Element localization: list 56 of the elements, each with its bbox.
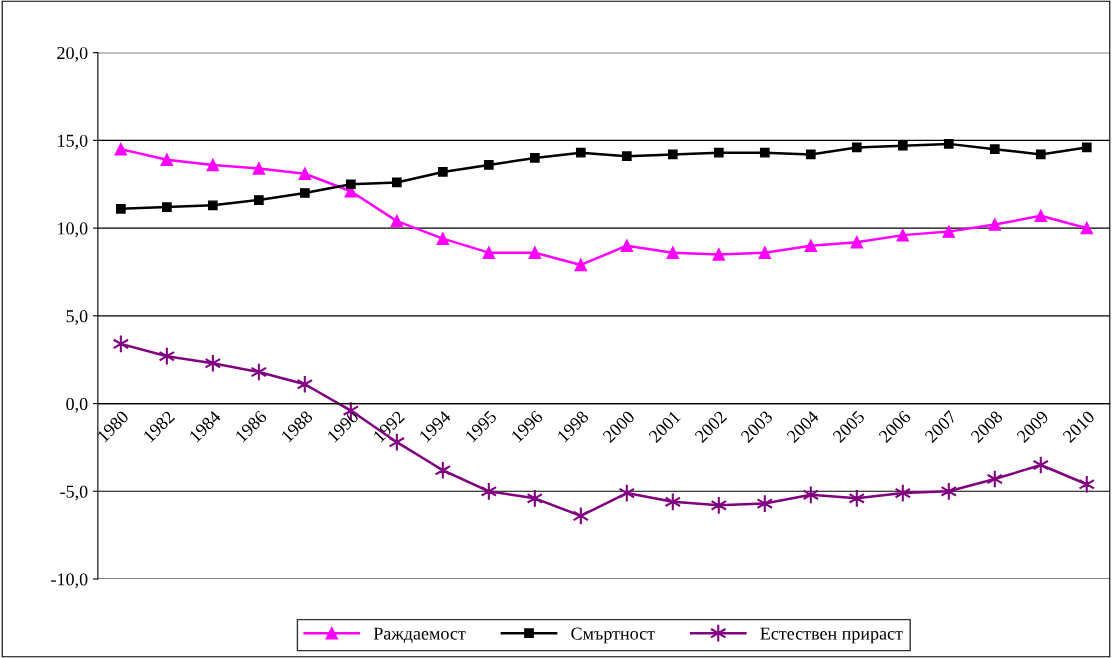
point bbox=[115, 203, 126, 214]
point bbox=[897, 140, 908, 151]
point bbox=[666, 246, 680, 259]
point bbox=[114, 142, 128, 156]
point bbox=[434, 460, 452, 480]
point bbox=[437, 167, 448, 177]
point bbox=[667, 149, 678, 160]
point bbox=[206, 158, 220, 172]
point bbox=[160, 153, 174, 166]
point bbox=[1081, 142, 1092, 153]
x-tick-label: 1990 bbox=[326, 409, 360, 443]
point bbox=[851, 142, 862, 153]
point bbox=[482, 246, 496, 259]
point bbox=[1080, 221, 1094, 235]
point bbox=[253, 195, 264, 205]
y-tick-label: 20,0 bbox=[57, 46, 88, 62]
point bbox=[804, 239, 818, 252]
point bbox=[620, 239, 634, 252]
point bbox=[299, 188, 310, 198]
point bbox=[942, 225, 956, 238]
y-tick-label: 15,0 bbox=[58, 134, 88, 150]
point bbox=[621, 151, 632, 162]
point bbox=[758, 246, 772, 259]
point bbox=[529, 153, 540, 163]
point bbox=[158, 346, 176, 366]
y-tick-label: -10,0 bbox=[51, 573, 88, 589]
point bbox=[298, 167, 312, 180]
y-tick-label: 10,0 bbox=[58, 222, 88, 238]
point bbox=[574, 258, 588, 272]
point bbox=[759, 147, 770, 158]
point bbox=[805, 149, 816, 160]
point bbox=[1034, 209, 1048, 223]
legend-label: Естествен прираст bbox=[760, 627, 903, 644]
point bbox=[528, 246, 542, 259]
point bbox=[207, 200, 218, 211]
point bbox=[391, 177, 402, 188]
point bbox=[988, 218, 1002, 231]
point bbox=[896, 228, 910, 242]
point bbox=[575, 147, 586, 158]
point bbox=[436, 232, 450, 245]
y-tick-label: 0,0 bbox=[66, 397, 88, 413]
point bbox=[345, 179, 356, 190]
point bbox=[1035, 149, 1046, 160]
point bbox=[713, 147, 724, 158]
legend-label: Смъртност bbox=[571, 627, 655, 644]
legend-label: Раждаемост bbox=[373, 627, 466, 644]
point bbox=[483, 160, 494, 170]
point bbox=[252, 162, 266, 175]
point bbox=[390, 214, 404, 228]
point bbox=[850, 235, 864, 249]
point bbox=[943, 139, 954, 149]
point bbox=[712, 248, 726, 261]
point bbox=[989, 144, 1000, 155]
y-tick-label: -5,0 bbox=[60, 485, 88, 501]
y-tick-label: 5,0 bbox=[66, 310, 88, 325]
point bbox=[161, 202, 172, 212]
